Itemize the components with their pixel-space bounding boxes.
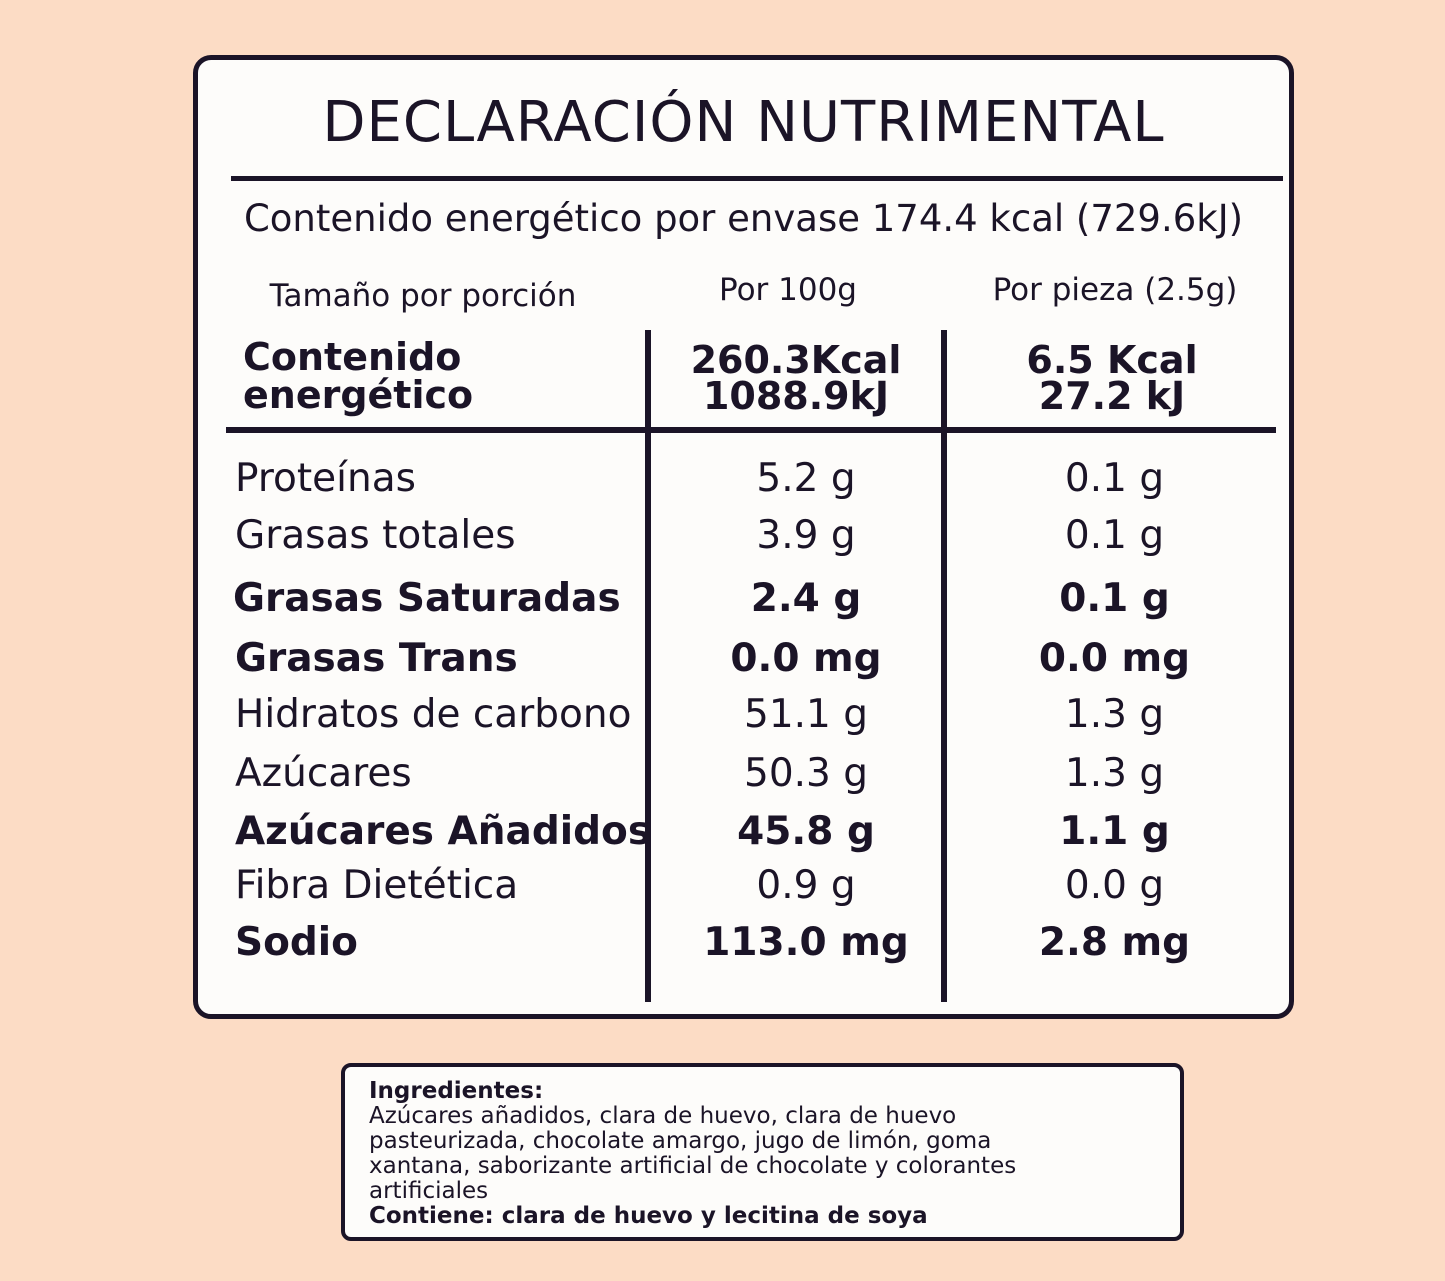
header-per-piece: Por pieza (2.5g)	[992, 272, 1238, 308]
ingredients-line: xantana, saborizante artificial de choco…	[369, 1153, 1017, 1179]
nutrition-facts-panel: DECLARACIÓN NUTRIMENTAL Contenido energé…	[193, 55, 1294, 1019]
nutrient-name: Grasas totales	[235, 513, 516, 558]
nutrient-per-100g: 113.0 mg	[703, 920, 909, 965]
energy-divider	[226, 427, 1276, 433]
nutrient-per-100g: 51.1 g	[744, 692, 868, 737]
energy-per-100g-kj: 1088.9kJ	[702, 374, 890, 418]
header-per-100g: Por 100g	[718, 272, 857, 308]
energy-per-100g: 260.3Kcal 1088.9kJ	[651, 338, 941, 418]
nutrient-per-100g: 2.4 g	[750, 576, 862, 621]
nutrient-name: Sodio	[235, 920, 358, 965]
nutrient-per-piece: 2.8 mg	[1038, 920, 1191, 965]
column-divider-1	[645, 330, 651, 1002]
header-portion: Tamaño por porción	[269, 278, 577, 314]
nutrient-per-piece: 1.1 g	[1059, 809, 1170, 854]
nutrient-row: Sodio 113.0 mg 2.8 mg	[198, 920, 1299, 978]
panel-title: DECLARACIÓN NUTRIMENTAL	[322, 90, 1165, 155]
nutrient-per-piece: 0.1 g	[1059, 576, 1170, 621]
nutrient-per-100g: 5.2 g	[756, 456, 856, 501]
nutrient-name: Hidratos de carbono	[235, 692, 632, 737]
nutrient-name: Grasas Trans	[235, 636, 518, 681]
nutrient-per-100g: 3.9 g	[756, 513, 856, 558]
nutrient-per-piece: 0.1 g	[1064, 513, 1165, 558]
nutrient-name: Proteínas	[235, 456, 416, 501]
ingredients-title: Ingredientes:	[369, 1078, 544, 1104]
nutrient-per-100g: 0.9 g	[756, 863, 856, 908]
nutrient-per-100g: 45.8 g	[737, 809, 875, 854]
nutrient-per-piece: 1.3 g	[1064, 751, 1165, 796]
nutrient-row: Azúcares Añadidos 45.8 g 1.1 g	[198, 809, 1299, 867]
nutrient-row: Grasas Trans 0.0 mg 0.0 mg	[198, 636, 1299, 694]
nutrient-per-piece: 0.0 g	[1064, 863, 1165, 908]
column-divider-2	[941, 330, 947, 1002]
energy-per-100g-kcal: 260.3Kcal	[690, 338, 902, 382]
nutrient-name: Azúcares	[235, 751, 412, 796]
energy-per-package: Contenido energético por envase 174.4 kc…	[243, 197, 1244, 240]
ingredients-line: Azúcares añadidos, clara de huevo, clara…	[369, 1103, 957, 1129]
nutrient-per-piece: 0.1 g	[1064, 456, 1165, 501]
nutrient-row: Grasas Saturadas 2.4 g 0.1 g	[198, 576, 1299, 634]
ingredients-line: pasteurizada, chocolate amargo, jugo de …	[369, 1128, 992, 1154]
nutrient-per-piece: 0.0 mg	[1038, 636, 1191, 681]
title-divider	[231, 176, 1283, 181]
nutrient-per-piece: 1.3 g	[1064, 692, 1165, 737]
energy-per-piece-kcal: 6.5 Kcal	[1026, 338, 1198, 382]
allergen-statement: Contiene: clara de huevo y lecitina de s…	[369, 1203, 928, 1229]
energy-label-line1: Contenido	[243, 335, 462, 379]
nutrient-row: Grasas totales 3.9 g 0.1 g	[198, 513, 1299, 571]
nutrient-name: Fibra Dietética	[235, 863, 519, 908]
nutrient-name: Grasas Saturadas	[233, 576, 621, 621]
energy-per-piece: 6.5 Kcal 27.2 kJ	[947, 338, 1277, 418]
ingredients-line: artificiales	[369, 1178, 489, 1204]
ingredients-box: Ingredientes: Azúcares añadidos, clara d…	[341, 1063, 1184, 1241]
nutrient-name: Azúcares Añadidos	[235, 809, 652, 854]
energy-per-piece-kj: 27.2 kJ	[1038, 374, 1186, 418]
nutrient-row: Fibra Dietética 0.9 g 0.0 g	[198, 863, 1299, 921]
nutrient-per-100g: 0.0 mg	[730, 636, 882, 681]
energy-label-line2: energético	[243, 373, 474, 417]
energy-label: Contenido energético	[243, 338, 473, 414]
nutrient-row: Proteínas 5.2 g 0.1 g	[198, 456, 1299, 514]
nutrient-per-100g: 50.3 g	[744, 751, 868, 796]
nutrient-row: Hidratos de carbono 51.1 g 1.3 g	[198, 692, 1299, 750]
nutrient-row: Azúcares 50.3 g 1.3 g	[198, 751, 1299, 809]
